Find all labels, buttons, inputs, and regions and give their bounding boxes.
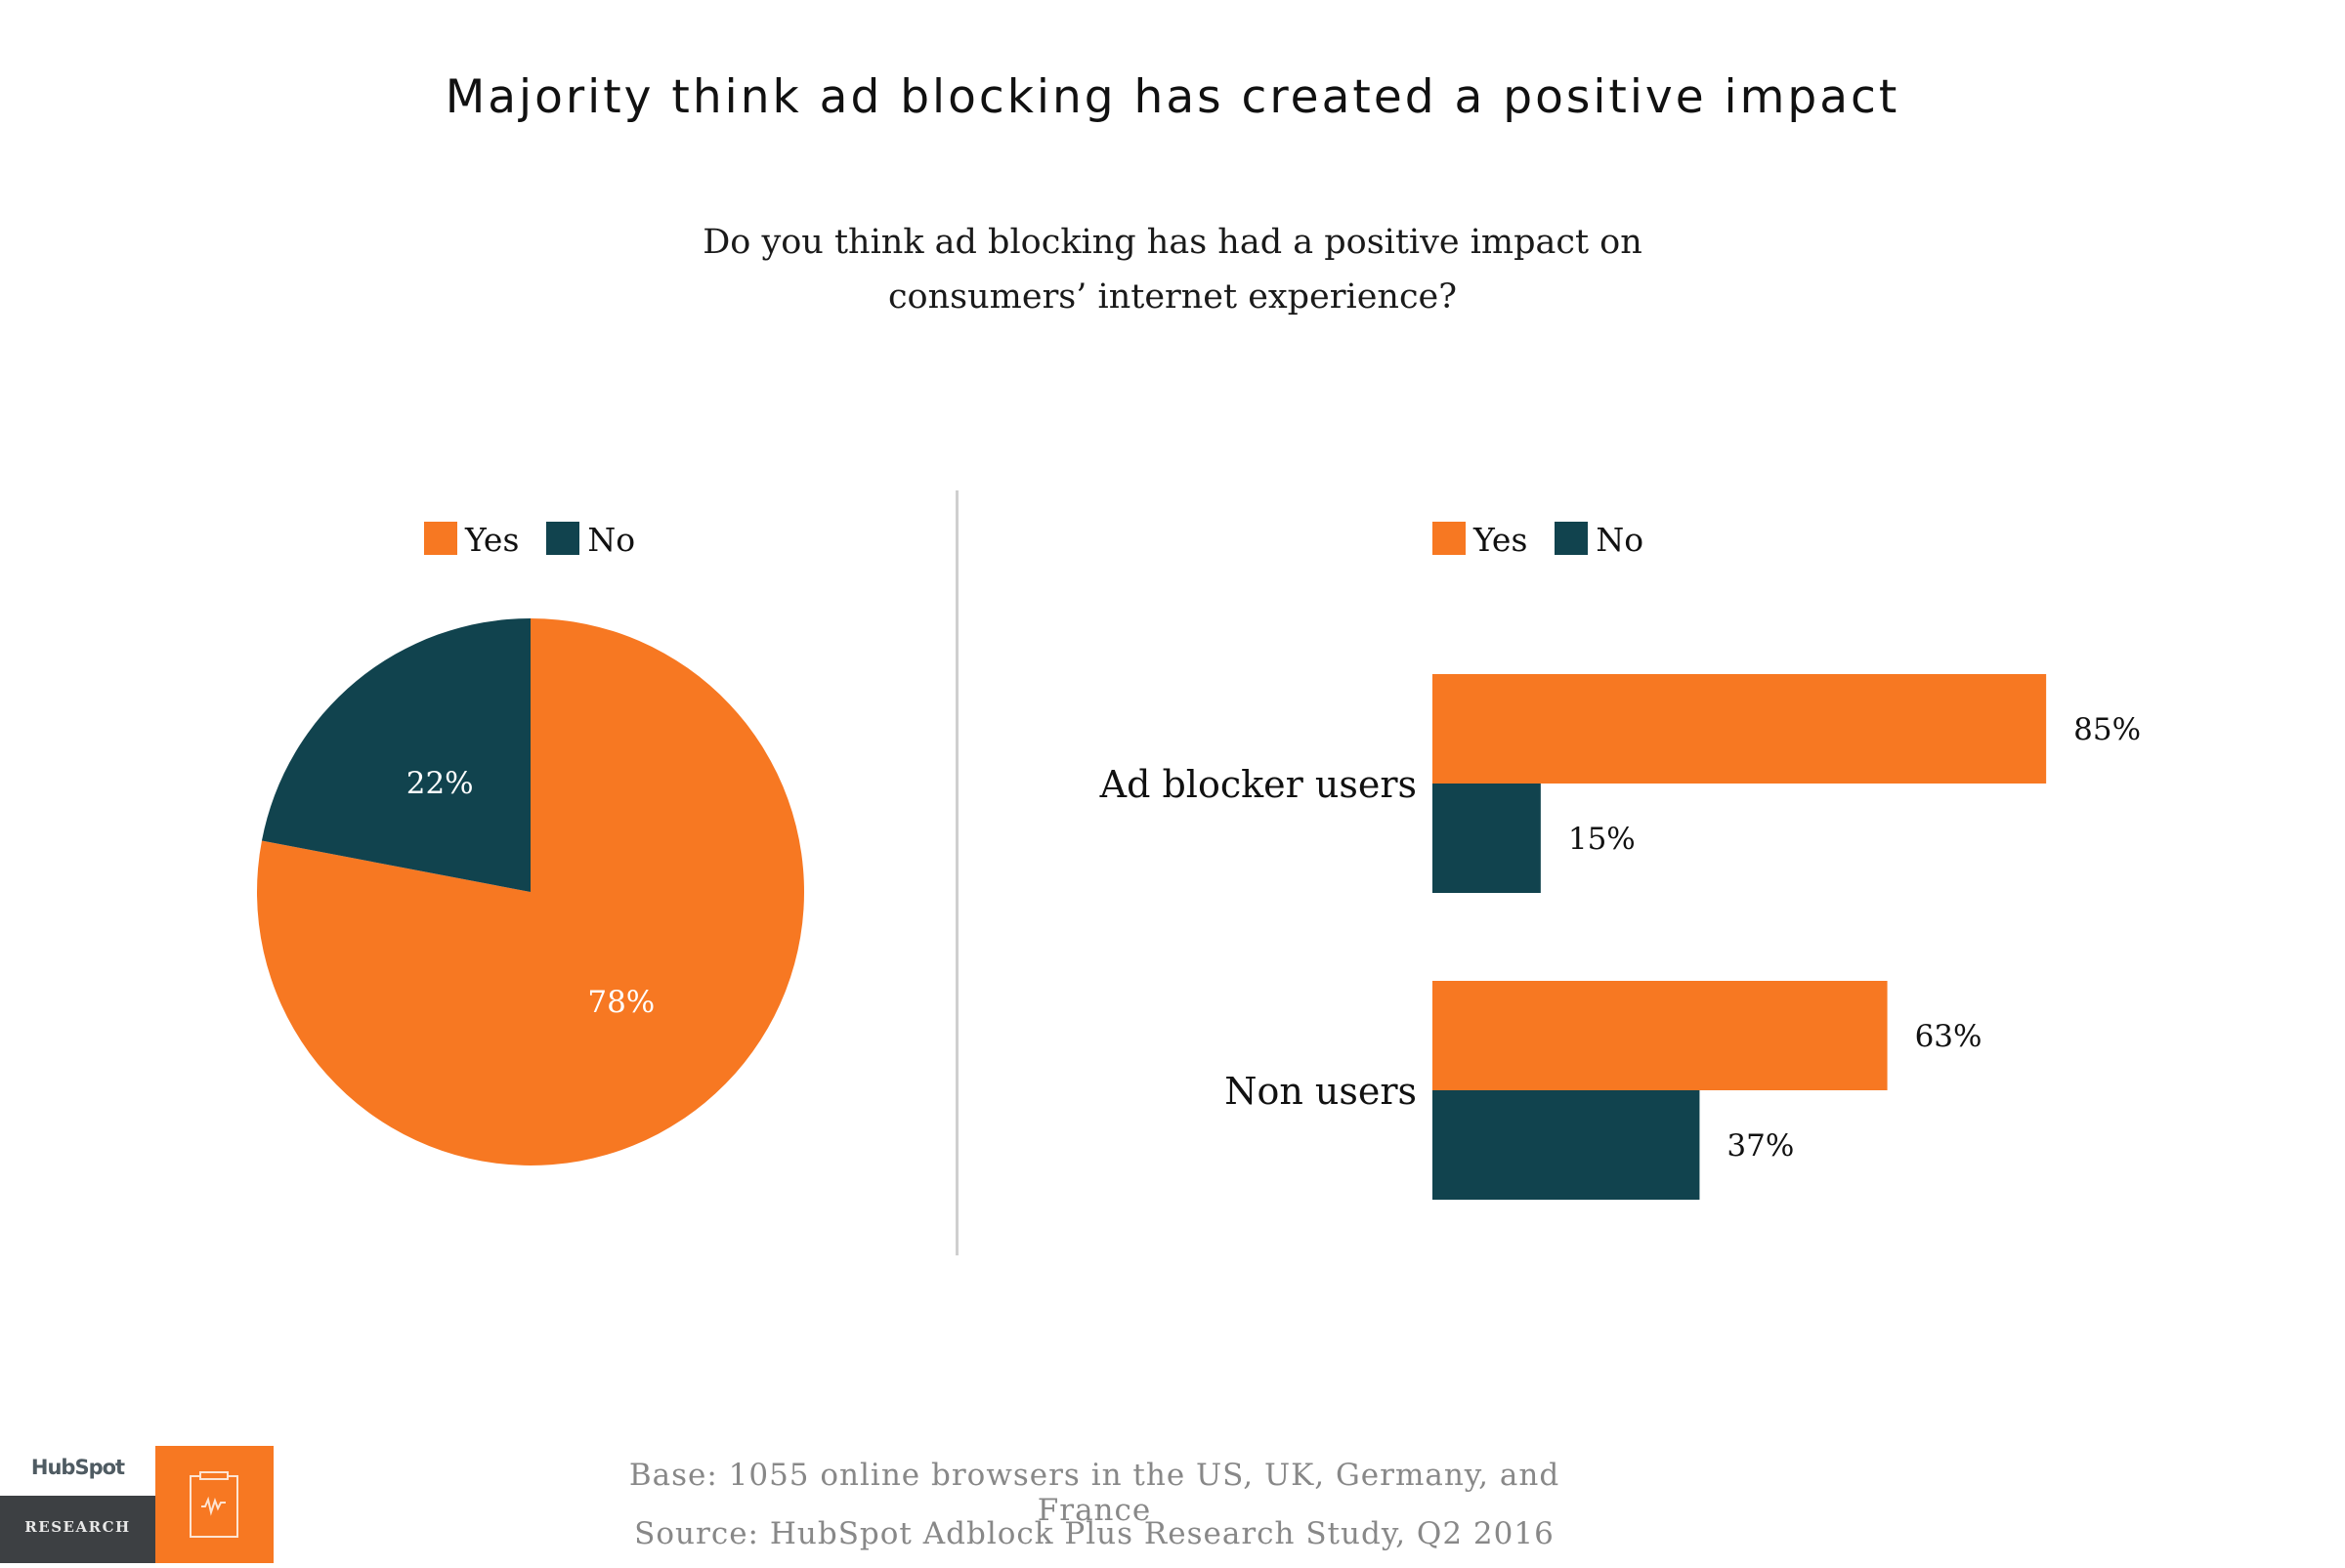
footer-base-note: Base: 1055 online browsers in the US, UK… <box>628 1458 1560 1528</box>
research-label: RESEARCH <box>24 1518 131 1536</box>
legend-swatch-yes <box>1432 522 1466 555</box>
hubspot-logo: HubSpot <box>30 1456 125 1479</box>
survey-question-line-1: Do you think ad blocking has had a posit… <box>703 223 1642 262</box>
chart-title: Majority think ad blocking has created a… <box>445 70 1900 124</box>
bar-value-label: 85% <box>2073 712 2141 747</box>
legend-label-yes: Yes <box>1473 521 1528 559</box>
legend-label-no: No <box>587 521 636 559</box>
logo-panel <box>0 1446 155 1496</box>
bar-value-label: 37% <box>1727 1128 1794 1164</box>
pie-label-no: 22% <box>406 766 474 801</box>
bar-yes <box>1432 674 2047 784</box>
pie-label-yes: 78% <box>587 985 655 1020</box>
bar-no <box>1432 784 1541 893</box>
bar-legend: Yes No <box>1432 521 1671 559</box>
legend-swatch-yes <box>424 522 457 555</box>
bar-value-label: 63% <box>1915 1019 1983 1054</box>
category-label: Ad blocker users <box>1099 763 1417 806</box>
bar-chart: Ad blocker users Non users 85% 15% 63% 37% <box>1099 674 2141 1200</box>
panel-divider <box>956 490 959 1255</box>
research-band <box>0 1496 155 1563</box>
legend-label-yes: Yes <box>465 521 520 559</box>
bar-value-label: 15% <box>1568 822 1636 857</box>
bar-yes <box>1432 981 1888 1090</box>
pie-chart: 78% 22% <box>257 618 804 1165</box>
bar-no <box>1432 1090 1700 1200</box>
research-badge <box>155 1446 274 1563</box>
legend-label-no: No <box>1596 521 1644 559</box>
pie-legend: Yes No <box>424 521 662 559</box>
legend-swatch-no <box>1555 522 1589 555</box>
pie-slice-no <box>261 618 531 892</box>
clipboard-pulse-icon <box>190 1471 238 1538</box>
legend-swatch-no <box>546 522 580 555</box>
survey-question-line-2: consumers’ internet experience? <box>887 277 1458 317</box>
category-label: Non users <box>1224 1070 1417 1113</box>
survey-question: Do you think ad blocking has had a posit… <box>0 215 2345 324</box>
footer-source-note: Source: HubSpot Adblock Plus Research St… <box>634 1516 1555 1551</box>
